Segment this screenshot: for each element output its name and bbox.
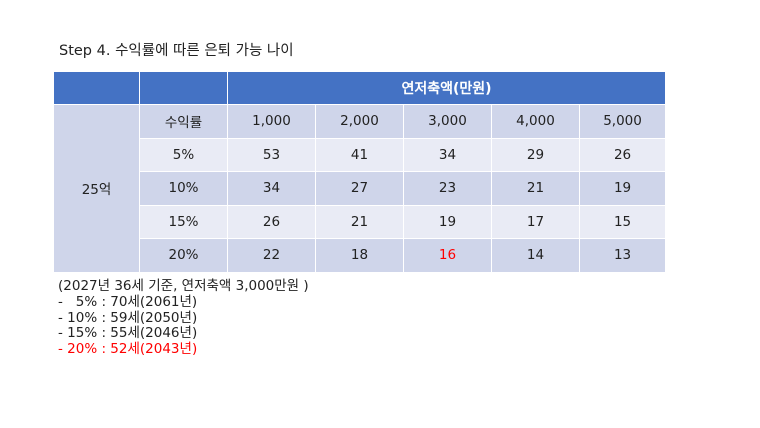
savings-column-header: 2,000 — [316, 105, 404, 139]
notes-basis-line: (2027년 36세 기준, 연저축액 3,000만원 ) — [58, 278, 309, 294]
savings-column-header: 5,000 — [580, 105, 667, 139]
age-cell: 14 — [492, 239, 580, 273]
age-cell: 27 — [316, 172, 404, 206]
return-rate-cell: 20% — [140, 239, 228, 273]
age-cell: 19 — [404, 205, 492, 239]
table-row: 10% 34 27 23 21 19 — [54, 172, 667, 206]
page-title: Step 4. 수익률에 따른 은퇴 가능 나이 — [59, 43, 294, 59]
return-rate-cell: 5% — [140, 138, 228, 172]
notes-block: (2027년 36세 기준, 연저축액 3,000만원 ) - 5% : 70세(… — [58, 278, 309, 358]
header-empty-cell-1 — [54, 72, 140, 105]
age-cell: 22 — [228, 239, 316, 273]
age-cell: 18 — [316, 239, 404, 273]
age-cell: 34 — [228, 172, 316, 206]
return-rate-header: 수익률 — [140, 105, 228, 139]
age-cell: 21 — [316, 205, 404, 239]
age-cell: 53 — [228, 138, 316, 172]
savings-column-header: 4,000 — [492, 105, 580, 139]
return-rate-cell: 15% — [140, 205, 228, 239]
age-cell: 23 — [404, 172, 492, 206]
age-cell: 29 — [492, 138, 580, 172]
age-cell: 13 — [580, 239, 667, 273]
notes-item: - 10% : 59세(2050년) — [58, 309, 198, 326]
table-row: 5% 53 41 34 29 26 — [54, 138, 667, 172]
notes-item: - 15% : 55세(2046년) — [58, 325, 198, 342]
annual-savings-header: 연저축액(만원) — [228, 72, 667, 105]
age-cell: 41 — [316, 138, 404, 172]
target-amount-label: 25억 — [54, 105, 140, 273]
retirement-age-table: 연저축액(만원) 25억 수익률 1,000 2,000 3,000 4,000… — [54, 72, 667, 273]
return-rate-cell: 10% — [140, 172, 228, 206]
savings-column-header: 3,000 — [404, 105, 492, 139]
header-empty-cell-2 — [140, 72, 228, 105]
highlighted-age-cell: 16 — [404, 239, 492, 273]
table-row: 20% 22 18 16 14 13 — [54, 239, 667, 273]
age-cell: 34 — [404, 138, 492, 172]
age-cell: 19 — [580, 172, 667, 206]
notes-item: - 5% : 70세(2061년) — [58, 293, 198, 310]
column-header-row: 25억 수익률 1,000 2,000 3,000 4,000 5,000 — [54, 105, 667, 273]
table-row: 15% 26 21 19 17 15 — [54, 205, 667, 239]
age-cell: 26 — [580, 138, 667, 172]
age-cell: 21 — [492, 172, 580, 206]
savings-column-header: 1,000 — [228, 105, 316, 139]
table-header-row: 연저축액(만원) — [54, 72, 667, 105]
notes-item-highlighted: - 20% : 52세(2043년) — [58, 341, 198, 358]
age-cell: 15 — [580, 205, 667, 239]
age-cell: 17 — [492, 205, 580, 239]
age-cell: 26 — [228, 205, 316, 239]
